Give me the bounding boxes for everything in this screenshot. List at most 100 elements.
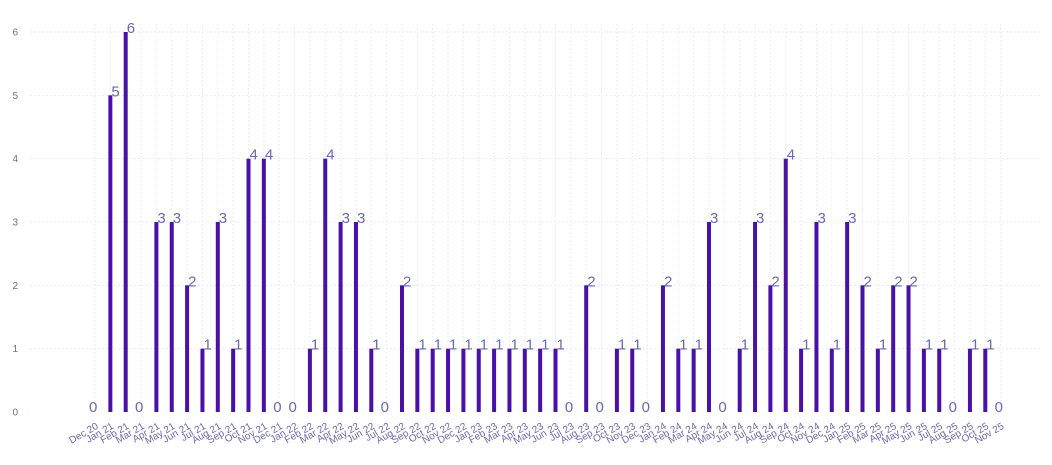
bar — [522, 348, 527, 412]
data-label: 4 — [250, 147, 258, 164]
data-label: 3 — [710, 210, 718, 227]
data-label: 2 — [664, 273, 672, 290]
data-label: 1 — [449, 337, 457, 354]
data-label: 1 — [633, 337, 641, 354]
data-label: 1 — [879, 337, 887, 354]
bar — [353, 222, 358, 412]
data-label: 0 — [381, 399, 389, 416]
bar — [476, 348, 481, 412]
data-label: 0 — [273, 399, 281, 416]
bar — [814, 222, 819, 412]
data-label: 1 — [203, 337, 211, 354]
bar — [967, 348, 972, 412]
bar — [461, 348, 466, 412]
data-label: 1 — [833, 337, 841, 354]
grid-layer — [30, 24, 1040, 412]
bar — [185, 285, 190, 412]
bar — [753, 222, 758, 412]
data-label: 4 — [326, 147, 334, 164]
data-label: 1 — [557, 337, 565, 354]
data-label: 1 — [940, 337, 948, 354]
data-label: 1 — [971, 337, 979, 354]
data-label: 0 — [565, 399, 573, 416]
data-label: 1 — [311, 337, 319, 354]
bar — [737, 348, 742, 412]
bar — [875, 348, 880, 412]
bar — [430, 348, 435, 412]
bar — [261, 158, 266, 412]
y-tick-label: 0 — [12, 408, 18, 419]
bar — [538, 348, 543, 412]
data-label: 1 — [526, 337, 534, 354]
y-tick-label: 1 — [12, 344, 18, 355]
data-label: 3 — [848, 210, 856, 227]
bars — [108, 32, 988, 412]
data-label: 1 — [986, 337, 994, 354]
data-label: 1 — [372, 337, 380, 354]
data-label: 0 — [995, 399, 1003, 416]
bar — [676, 348, 681, 412]
bar — [829, 348, 834, 412]
bar — [845, 222, 850, 412]
data-label: 6 — [127, 20, 135, 37]
bar — [415, 348, 420, 412]
data-label: 2 — [771, 273, 779, 290]
data-label: 2 — [188, 273, 196, 290]
data-label: 1 — [495, 337, 503, 354]
bar — [492, 348, 497, 412]
data-label: 3 — [756, 210, 764, 227]
bar — [768, 285, 773, 412]
bar — [783, 158, 788, 412]
bar — [231, 348, 236, 412]
bar — [860, 285, 865, 412]
bar — [200, 348, 205, 412]
data-label: 1 — [802, 337, 810, 354]
data-label: 3 — [219, 210, 227, 227]
bar — [446, 348, 451, 412]
data-label: 0 — [949, 399, 957, 416]
bar — [169, 222, 174, 412]
data-label: 0 — [135, 399, 143, 416]
data-label: 3 — [357, 210, 365, 227]
data-label: 3 — [157, 210, 165, 227]
data-label: 0 — [89, 399, 97, 416]
data-label: 1 — [464, 337, 472, 354]
bar — [630, 348, 635, 412]
data-label: 3 — [342, 210, 350, 227]
y-tick-label: 2 — [12, 281, 18, 292]
bar — [707, 222, 711, 412]
bar — [246, 158, 251, 412]
bar — [307, 348, 312, 412]
bar — [154, 222, 159, 412]
data-label: 0 — [289, 399, 297, 416]
y-tick-label: 5 — [12, 91, 18, 102]
data-label: 4 — [787, 147, 795, 164]
data-label: 0 — [596, 399, 604, 416]
bar — [660, 285, 665, 412]
bar — [323, 158, 328, 412]
data-label: 1 — [480, 337, 488, 354]
y-tick-label: 3 — [12, 218, 18, 229]
bar — [921, 348, 926, 412]
data-label: 1 — [234, 337, 242, 354]
data-label: 2 — [403, 273, 411, 290]
data-label: 3 — [173, 210, 181, 227]
data-label: 0 — [642, 399, 650, 416]
bar — [584, 285, 589, 412]
data-label: 2 — [894, 273, 902, 290]
bar — [691, 348, 696, 412]
data-label: 1 — [618, 337, 626, 354]
data-label: 1 — [925, 337, 933, 354]
data-label: 5 — [111, 83, 119, 100]
data-label: 1 — [695, 337, 703, 354]
data-label: 2 — [864, 273, 872, 290]
y-tick-label: 6 — [12, 28, 18, 39]
bar — [215, 222, 220, 412]
bar — [507, 348, 512, 412]
data-label: 2 — [587, 273, 595, 290]
bar — [906, 285, 911, 412]
bar — [799, 348, 804, 412]
